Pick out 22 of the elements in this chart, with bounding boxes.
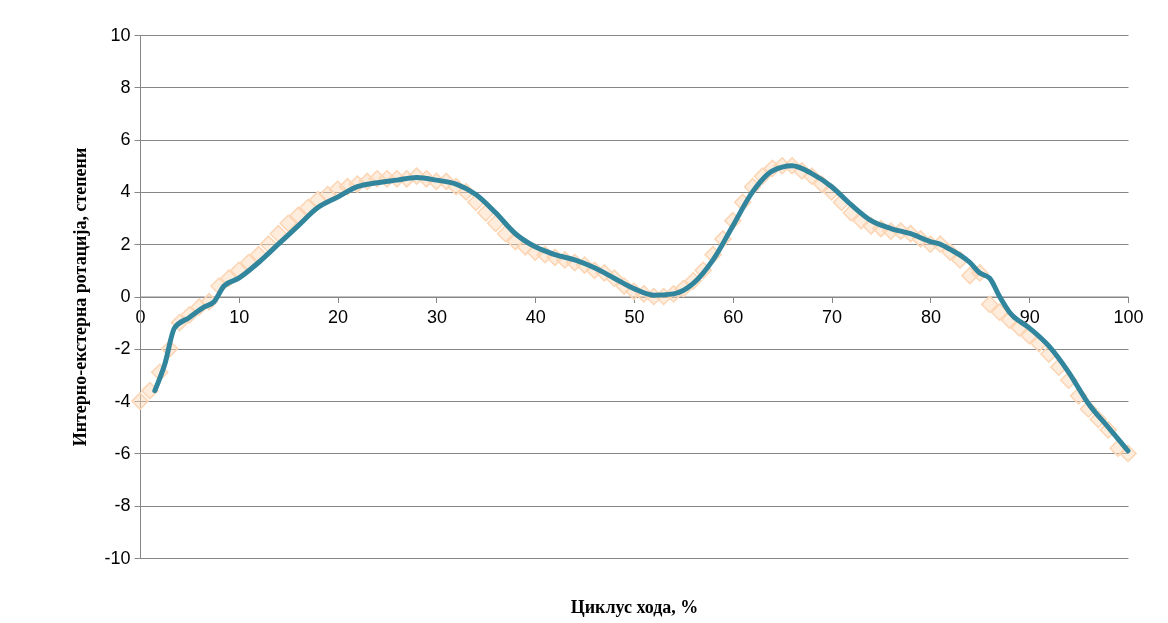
x-tick-label: 40 [525, 307, 546, 327]
y-tick-label: 2 [120, 233, 131, 254]
x-tick-label: 100 [1113, 307, 1144, 327]
y-tick-label: 6 [120, 129, 131, 150]
y-tick-label: 8 [120, 76, 131, 97]
x-tick-label: 80 [920, 307, 941, 327]
y-tick-label: -10 [104, 547, 131, 568]
y-axis-title: Интерно-екстерна ротација, степени [70, 147, 91, 447]
y-tick-label: -4 [114, 390, 131, 411]
x-tick-label: 70 [822, 307, 843, 327]
y-tick-label: -6 [114, 442, 131, 463]
x-tick-label: 30 [426, 307, 447, 327]
y-tick-label: -8 [114, 495, 131, 516]
x-tick-label: 20 [328, 307, 349, 327]
x-axis-title: Циклус хода, % [570, 596, 699, 617]
x-tick-label: 50 [624, 307, 645, 327]
x-tick-label: 10 [229, 307, 250, 327]
y-tick-label: 4 [120, 181, 131, 202]
y-tick-label: 10 [110, 24, 131, 45]
x-tick-label: 60 [723, 307, 744, 327]
y-tick-label: 0 [120, 286, 131, 306]
y-tick-label: -2 [114, 338, 131, 359]
